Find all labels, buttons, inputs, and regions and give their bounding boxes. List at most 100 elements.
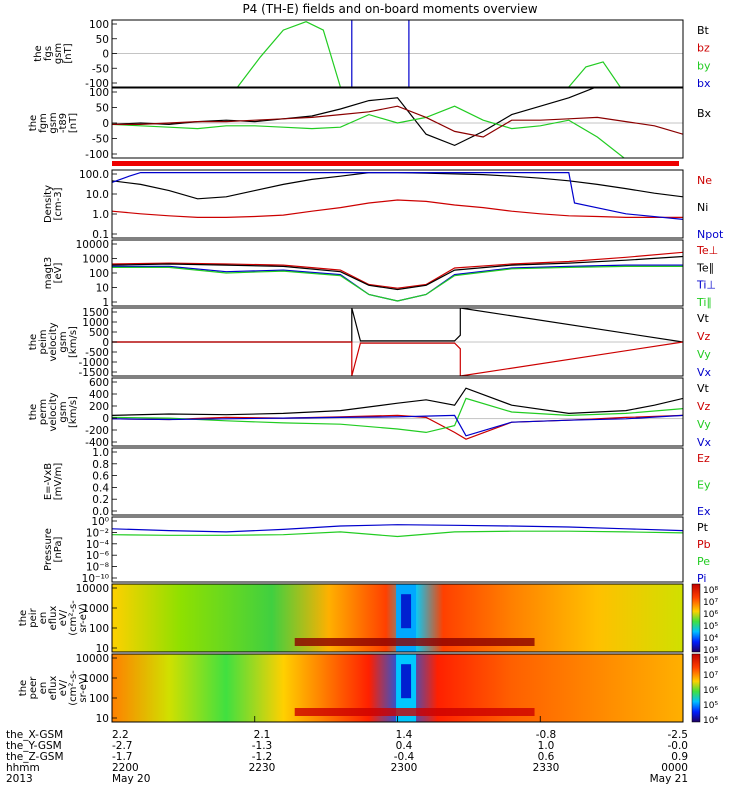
y-tick-label: 10⁰ bbox=[91, 516, 109, 528]
panel-peer: 10⁸ 10⁷ 10⁶ 10⁵ 10⁴ 10000 1000 100 10 the peer en ef… bbox=[18, 653, 718, 726]
footer-value: 0000 bbox=[661, 762, 688, 774]
y-axis-label: [nT] bbox=[63, 43, 74, 63]
y-axis-label: Density bbox=[43, 185, 54, 223]
legend-entry: Vx bbox=[697, 366, 712, 379]
series-Pe-line bbox=[112, 530, 683, 538]
y-tick-label: 600 bbox=[89, 377, 109, 389]
y-axis-label: velocity bbox=[48, 322, 59, 361]
footer-value: 1.0 bbox=[538, 740, 555, 752]
y-axis-label: (cm²-s- bbox=[68, 600, 79, 636]
y-tick-label: 1000 bbox=[82, 673, 109, 685]
y-tick-label: 50 bbox=[96, 34, 109, 46]
footer-row-label: the_X-GSM bbox=[6, 729, 63, 741]
y-tick-label: 10⁻⁸ bbox=[86, 562, 109, 574]
colorbar bbox=[691, 653, 701, 723]
heatmap-band bbox=[294, 708, 535, 716]
y-tick-label: 0 bbox=[102, 413, 109, 425]
y-tick-label: 1000 bbox=[82, 254, 109, 266]
colorbar-label: 10⁷ bbox=[703, 598, 718, 608]
y-axis-label: gsm bbox=[58, 401, 69, 422]
legend-entry: Te∥ bbox=[696, 261, 714, 274]
legend-entry: Vt bbox=[697, 382, 710, 395]
colorbar-label: 10⁸ bbox=[703, 656, 718, 666]
y-axis-label: eV/ bbox=[58, 679, 69, 696]
y-tick-label: 0.6 bbox=[92, 471, 109, 483]
y-tick-label: 10⁻¹⁰ bbox=[82, 573, 109, 585]
y-axis-label: [mV/m] bbox=[53, 463, 64, 501]
y-tick-label: -400 bbox=[85, 437, 109, 449]
y-axis-label: [km/s] bbox=[68, 326, 79, 358]
legend-entry: Vy bbox=[697, 348, 711, 361]
footer-value: -2.5 bbox=[668, 729, 689, 741]
colorbar-label: 10⁶ bbox=[703, 686, 718, 696]
y-axis-label: peir bbox=[28, 607, 39, 627]
y-tick-label: -50 bbox=[92, 63, 109, 75]
footer-value: May 21 bbox=[650, 773, 688, 785]
y-tick-label: 10000 bbox=[76, 239, 109, 251]
y-tick-label: -200 bbox=[85, 425, 109, 437]
y-tick-label: 1.0 bbox=[92, 209, 109, 221]
footer-value: 0.6 bbox=[538, 751, 555, 763]
series-Ti∥-line bbox=[112, 265, 683, 302]
y-axis-label: [nPa] bbox=[53, 536, 64, 562]
y-tick-label: 100 bbox=[89, 19, 109, 31]
footer-value: -1.7 bbox=[112, 751, 133, 763]
heatmap-core bbox=[401, 594, 412, 629]
series-Vz-line bbox=[112, 341, 683, 376]
y-axis-label: eV/ bbox=[58, 609, 69, 626]
y-tick-label: 100.0 bbox=[79, 169, 109, 181]
y-tick-label: 0 bbox=[102, 49, 109, 61]
y-axis-label: fgs bbox=[43, 46, 54, 61]
y-tick-label: 0 bbox=[102, 337, 109, 349]
y-axis-label: the bbox=[33, 45, 44, 61]
footer-value: 2330 bbox=[533, 762, 560, 774]
y-axis-label: sr-eV) bbox=[78, 603, 89, 632]
y-axis-label: the bbox=[28, 404, 39, 420]
y-axis-label: perm bbox=[38, 399, 49, 425]
y-axis-label: E=-VxB bbox=[43, 463, 54, 500]
colorbar-label: 10⁴ bbox=[703, 716, 718, 726]
y-axis-label: gsm bbox=[48, 112, 59, 133]
y-tick-label: 10000 bbox=[76, 653, 109, 665]
figure-title: P4 (TH-E) fields and on-board moments ov… bbox=[242, 2, 537, 16]
y-tick-label: -50 bbox=[92, 134, 109, 146]
y-axis-label: en bbox=[38, 612, 49, 625]
footer-value: 0.4 bbox=[396, 740, 413, 752]
y-tick-label: 100 bbox=[89, 268, 109, 280]
legend-entry: Vy bbox=[697, 418, 711, 431]
footer-value: 2230 bbox=[249, 762, 276, 774]
legend-entry: Vx bbox=[697, 436, 712, 449]
y-axis-label: sr-eV) bbox=[78, 673, 89, 702]
footer-value: 0.9 bbox=[671, 751, 688, 763]
legend-entry: Bx bbox=[697, 107, 712, 120]
footer-value: -0.0 bbox=[668, 740, 689, 752]
y-axis-label: the bbox=[28, 115, 39, 131]
footer-row-label: the_Z-GSM bbox=[6, 751, 64, 763]
panel-fgm: 100 50 0 -50 -100 the fgm gsm -t89 [nT] Bx bbox=[28, 87, 712, 161]
legend-entry: Te⊥ bbox=[696, 244, 718, 257]
footer-value: -0.8 bbox=[536, 729, 557, 741]
y-tick-label: 10⁻⁶ bbox=[86, 550, 109, 562]
legend-entry: bz bbox=[697, 42, 710, 55]
series-Vt-line bbox=[112, 387, 683, 416]
legend-entry: Vz bbox=[697, 330, 711, 343]
footer-value: -2.7 bbox=[112, 740, 133, 752]
y-tick-label: 10⁻² bbox=[86, 527, 109, 539]
legend-entry: Ey bbox=[697, 479, 711, 492]
footer-value: 2200 bbox=[112, 762, 139, 774]
y-tick-label: 1000 bbox=[82, 603, 109, 615]
y-tick-label: 0.1 bbox=[92, 229, 109, 241]
legend-entry: Ni bbox=[697, 201, 708, 214]
y-tick-label: 10 bbox=[96, 643, 109, 655]
y-tick-label: 0.4 bbox=[92, 482, 109, 494]
series-Te∥-line bbox=[112, 255, 683, 291]
legend-entry: Pt bbox=[697, 521, 709, 534]
colorbar-label: 10³ bbox=[703, 646, 718, 656]
footer-row-label: 2013 bbox=[6, 773, 33, 785]
y-tick-label: 1.0 bbox=[92, 447, 109, 459]
y-axis-label: Pressure bbox=[43, 528, 54, 571]
y-tick-label: 10.0 bbox=[86, 189, 109, 201]
legend-entry: Npot bbox=[697, 228, 724, 241]
